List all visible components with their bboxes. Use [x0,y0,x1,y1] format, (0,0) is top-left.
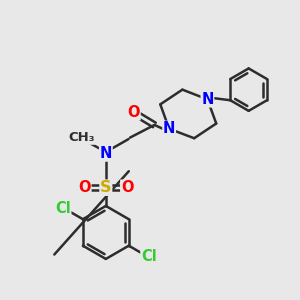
Text: Cl: Cl [55,200,71,215]
Text: N: N [163,121,175,136]
Text: O: O [121,180,133,195]
Text: S: S [100,180,112,195]
Text: N: N [100,146,112,161]
Text: Cl: Cl [141,249,157,264]
Text: O: O [128,105,140,120]
Text: N: N [201,92,214,107]
Text: CH₃: CH₃ [68,131,95,144]
Text: O: O [78,180,91,195]
